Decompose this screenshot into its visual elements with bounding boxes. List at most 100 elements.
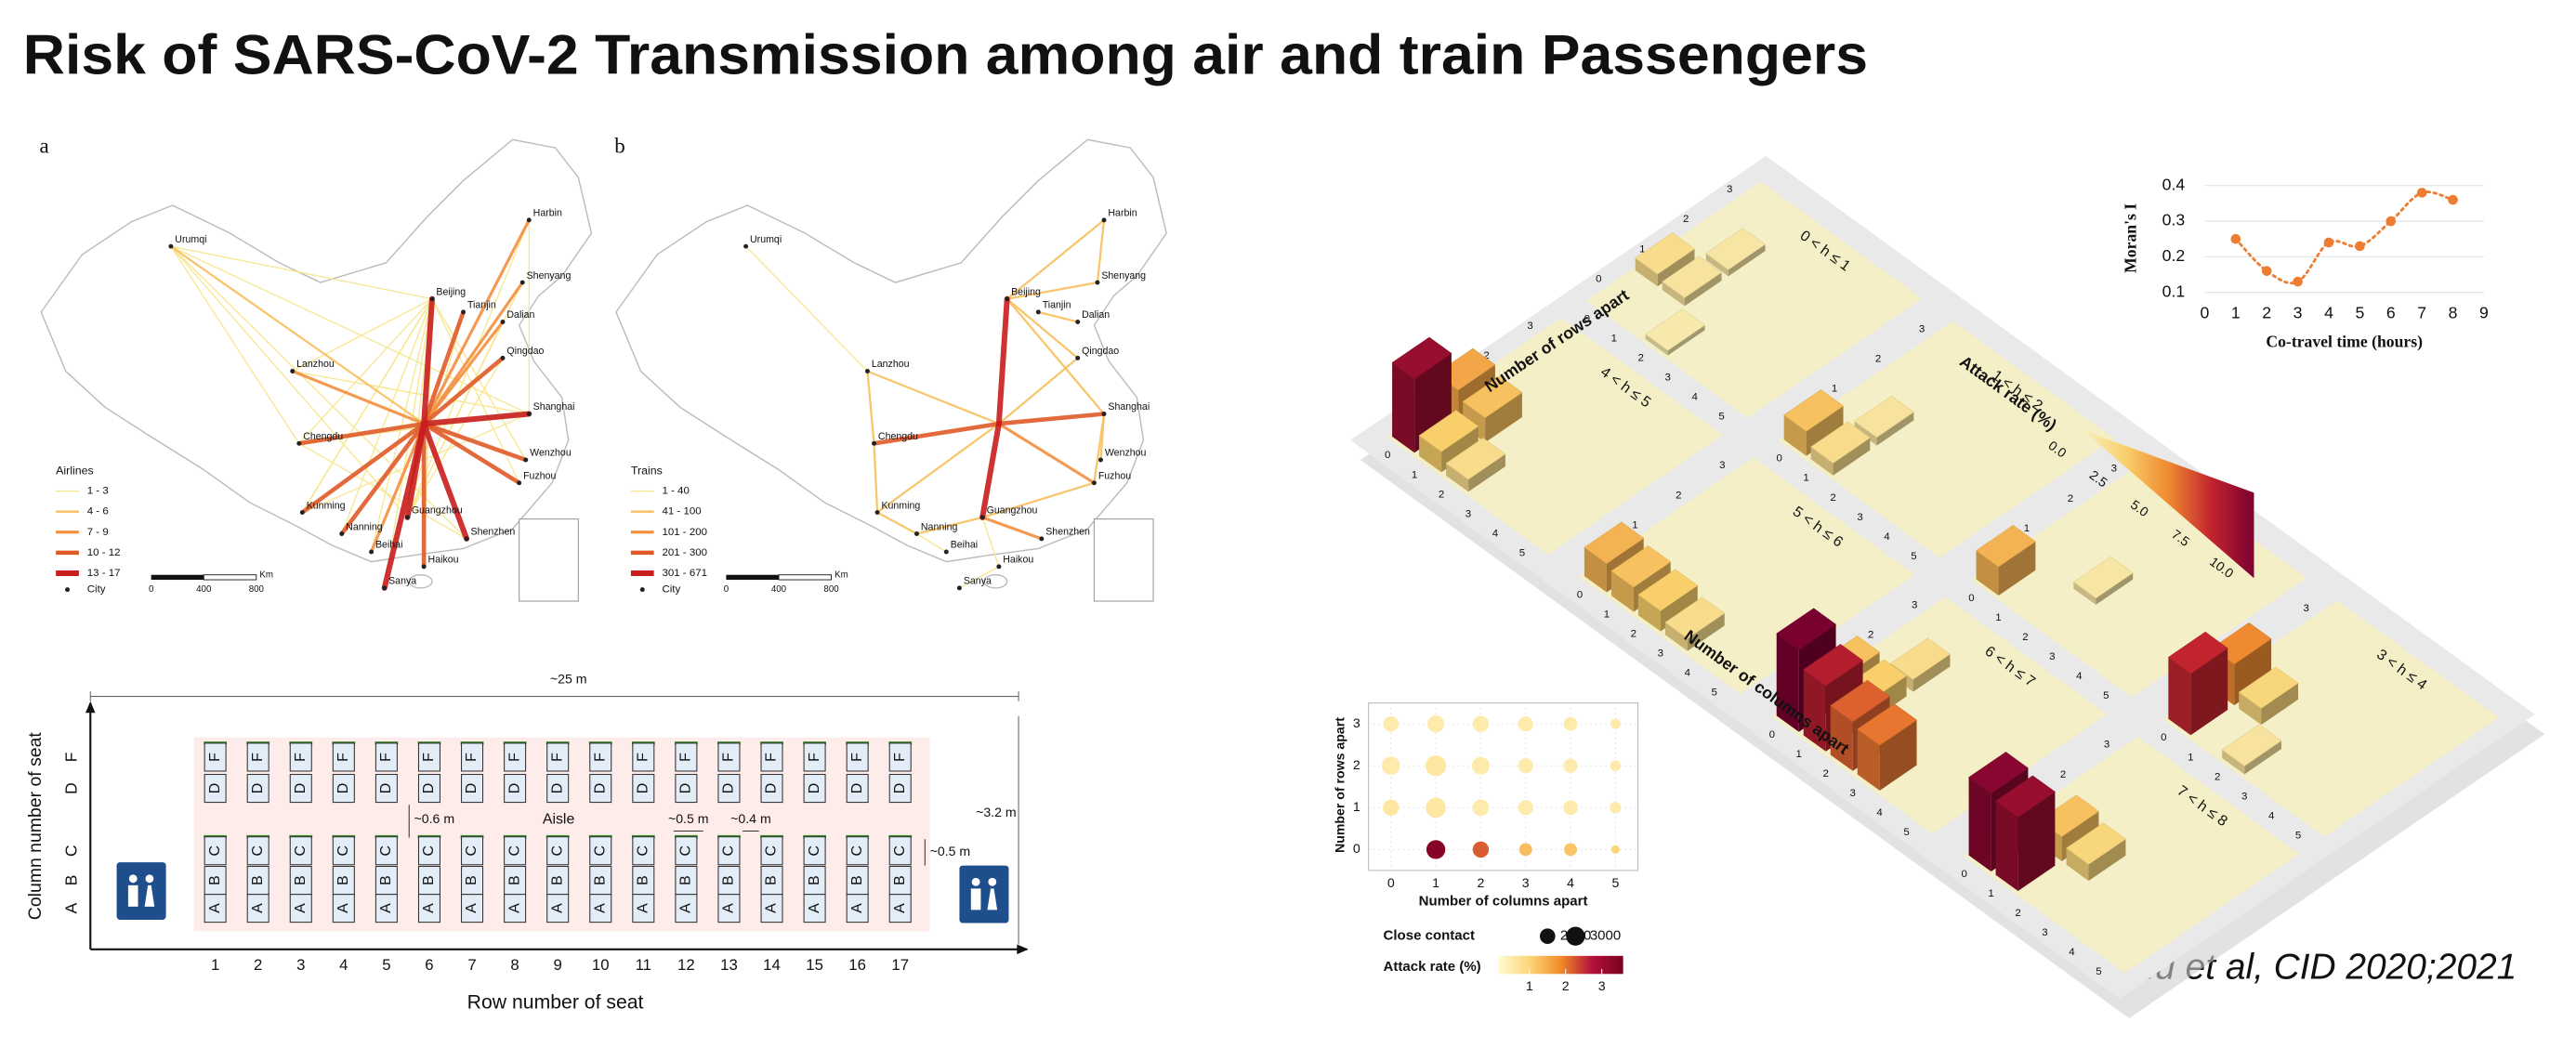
col-tick-label: 1 [1611, 333, 1617, 344]
row-label: 14 [763, 956, 781, 974]
seat-letter: B [506, 875, 522, 885]
row-tick-label: 1 [2024, 523, 2030, 534]
bubble [1383, 800, 1399, 816]
toilet-figure [145, 874, 153, 883]
col-tick-label: 5 [1903, 827, 1909, 838]
city-label: Guangzhou [412, 505, 463, 517]
row-label: 9 [554, 956, 562, 974]
seat-letter: F [506, 753, 522, 762]
city-label: Nanning [346, 521, 383, 532]
col-tick-label: 0 [1577, 589, 1583, 600]
point [2417, 188, 2427, 198]
col-tick-label: 5 [2295, 830, 2301, 841]
col-tick-label: 2 [2215, 771, 2220, 782]
row-label: 7 [467, 956, 476, 974]
city-dot [465, 536, 469, 541]
city-label: Shenyang [1101, 270, 1146, 282]
city-label: Harbin [1108, 208, 1137, 219]
colorbar-tick-label: 1 [1526, 978, 1533, 993]
seat-letter: D [378, 783, 394, 793]
seat-letter: D [764, 783, 780, 793]
scale-unit: Km [835, 570, 848, 580]
col-tick-label: 2 [1823, 768, 1829, 779]
seat-letter: A [250, 903, 266, 913]
seat-letter: D [892, 783, 908, 793]
plot-frame [1369, 703, 1638, 871]
colorbar [1498, 956, 1623, 974]
row-tick-label: 2 [1868, 630, 1873, 641]
seat-letter: A [421, 903, 437, 913]
gap-label: ~0.6 m [414, 811, 455, 826]
point [2355, 242, 2365, 252]
seat-letter: C [293, 845, 309, 857]
legend-label: 3000 [1590, 928, 1621, 944]
column-label: C [61, 845, 80, 857]
col-tick-label: 5 [1911, 551, 1916, 562]
scale-label: 0 [149, 584, 154, 595]
bubble [1473, 799, 1490, 816]
seat-letter: B [764, 875, 780, 885]
row-tick-label: 3 [2111, 464, 2117, 475]
city-dot [875, 510, 880, 515]
city-dot [980, 515, 985, 519]
bubble [1563, 759, 1577, 773]
col-tick-label: 2 [1830, 492, 1835, 504]
slide-title: Risk of SARS-CoV-2 Transmission among ai… [23, 24, 1868, 86]
col-tick-label: 0 [1776, 453, 1781, 465]
point [2448, 195, 2458, 205]
legend-label: City [87, 584, 106, 596]
seat-letter: A [293, 903, 309, 913]
y-axis-title: Moran's I [2122, 203, 2140, 273]
col-tick-label: 0 [1769, 729, 1775, 740]
seat-letter: F [293, 753, 309, 762]
legend-label: 1 - 3 [87, 486, 109, 497]
bubble [1610, 719, 1621, 729]
row-label: 13 [720, 956, 738, 974]
col-tick-label: 5 [1718, 412, 1724, 423]
row-tick-label: 2 [1875, 354, 1881, 365]
seat-letter: C [549, 845, 565, 857]
col-tick-label: 0 [1968, 593, 1974, 604]
scale-bar [204, 575, 256, 580]
column-label: B [61, 875, 80, 886]
city-dot [527, 412, 532, 416]
bubble [1564, 717, 1578, 731]
col-tick-label: 2 [2015, 908, 2020, 919]
seat-letter: D [293, 783, 309, 793]
seat-letter: B [335, 875, 351, 885]
seat-letter: A [636, 903, 651, 913]
scale-label: 800 [249, 584, 265, 595]
city-dot [743, 244, 748, 249]
x-axis-title: Row number of seat [467, 992, 644, 1014]
legend-label: 13 - 17 [87, 568, 121, 579]
city-label: Shenyang [527, 270, 572, 282]
city-label: Beihai [951, 540, 978, 551]
city-label: Wenzhou [530, 448, 572, 459]
row-tick-label: 1 [1832, 384, 1837, 395]
row-label: 1 [211, 956, 219, 974]
city-dot [520, 281, 525, 285]
seat-letter: B [293, 875, 309, 885]
seat-letter: F [207, 753, 223, 762]
city-label: Nanning [921, 521, 958, 532]
row-tick-label: 3 [2304, 603, 2309, 614]
bubble [1519, 843, 1532, 856]
seat-letter: C [335, 845, 351, 857]
seat-letter: F [892, 753, 908, 762]
seat-letter: A [378, 903, 394, 913]
slide: Risk of SARS-CoV-2 Transmission among ai… [0, 0, 2576, 1061]
city-dot [339, 531, 344, 536]
aisle-label: Aisle [543, 811, 575, 827]
row-label: 8 [510, 956, 519, 974]
column-label: F [61, 752, 80, 762]
row-label: 4 [339, 956, 348, 974]
seat-letter: C [506, 845, 522, 857]
seat-letter: B [721, 875, 737, 885]
seat-letter: F [721, 753, 737, 762]
col-tick-label: 2 [1638, 353, 1644, 364]
seat-letter: B [207, 875, 223, 885]
col-tick-label: 3 [1857, 512, 1862, 523]
seat-letter: B [250, 875, 266, 885]
legend-label: 201 - 300 [662, 547, 707, 558]
gap-label: ~0.5 m [930, 844, 971, 858]
